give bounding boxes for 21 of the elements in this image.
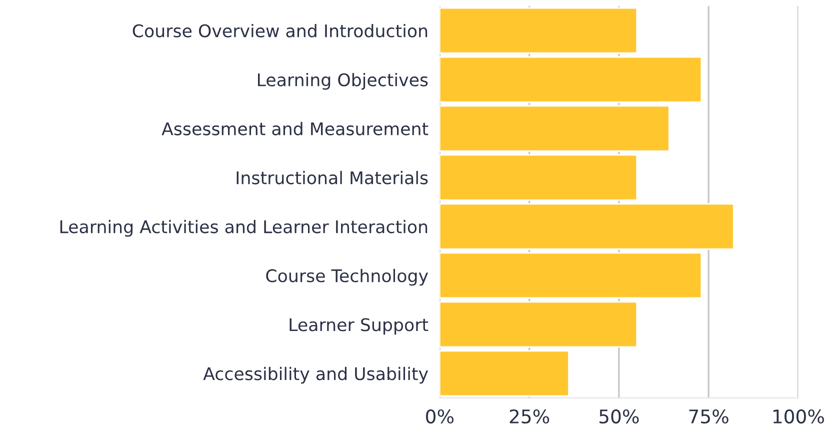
x-tick-label: 100%: [773, 409, 824, 424]
y-tick-label: Instructional Materials: [236, 170, 428, 184]
x-tick-label: 75%: [689, 409, 728, 424]
bar: [440, 105, 670, 152]
bar: [440, 252, 702, 299]
bar: [440, 7, 638, 54]
y-tick-label: Course Technology: [266, 268, 428, 286]
y-tick-label: Assessment and Measurement: [162, 122, 428, 136]
bar: [440, 301, 638, 348]
y-tick-label: Learning Activities and Learner Interaction: [60, 220, 428, 237]
y-tick-label: Learner Support: [290, 318, 428, 335]
y-tick-label: Accessibility and Usability: [203, 366, 428, 384]
x-tick-label: 0%: [426, 409, 454, 424]
bar: [440, 154, 638, 201]
y-tick-label: Course Overview and Introduction: [132, 24, 428, 38]
x-tick-label: 50%: [600, 409, 639, 424]
bar: [440, 56, 702, 103]
x-tick-label: 25%: [510, 409, 550, 424]
y-tick-label: Learning Objectives: [258, 72, 428, 90]
bar: [440, 203, 734, 250]
bar: [440, 350, 570, 397]
